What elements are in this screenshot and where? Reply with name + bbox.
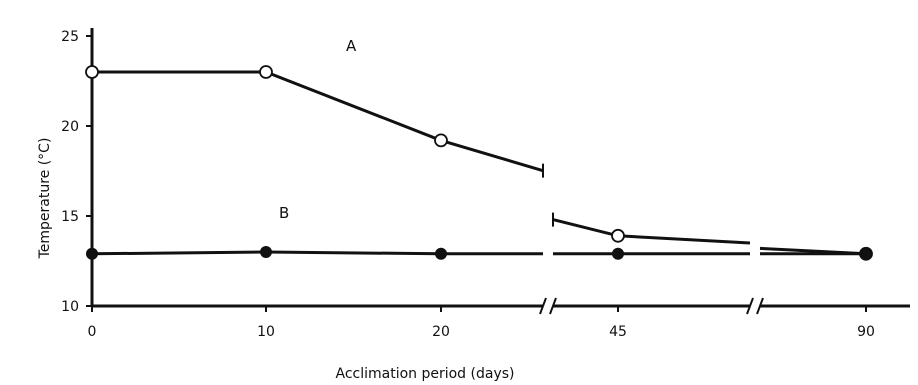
- x-tick-label: 0: [88, 324, 97, 340]
- x-tick-label: 20: [432, 324, 450, 340]
- series-a: [85, 65, 873, 261]
- series-b-point: [260, 246, 272, 258]
- series-a-label: A: [346, 37, 357, 55]
- series-b-point: [612, 247, 624, 260]
- x-axis-break-mark: [756, 297, 764, 315]
- series-b-line: [91, 250, 543, 256]
- y-tick-label: 10: [61, 299, 79, 315]
- series-a-point: [434, 133, 448, 148]
- series-b-label: B: [279, 204, 289, 222]
- y-tick-label: 15: [61, 209, 79, 225]
- series-a-point: [611, 228, 625, 243]
- y-tick-label: 25: [61, 29, 79, 45]
- x-tick-label: 90: [857, 324, 875, 340]
- tick-labels: 10 15 20 25 0 10 20 45 90: [61, 29, 875, 340]
- series-b-point: [86, 247, 98, 260]
- x-axis-break-mark: [746, 297, 754, 315]
- x-tick-label: 45: [609, 324, 627, 340]
- x-axis-label: Acclimation period (days): [335, 366, 514, 382]
- series-a-line: [552, 218, 751, 245]
- series-a-point: [85, 65, 99, 79]
- x-axis-break-mark: [549, 297, 557, 315]
- y-tick-label: 20: [61, 119, 79, 135]
- series-a-line: [92, 70, 544, 173]
- x-tick-label: 10: [257, 324, 275, 340]
- series-b-point: [435, 247, 447, 260]
- series-b-point: [860, 247, 872, 260]
- y-axis-label: Temperature (°C): [37, 138, 53, 260]
- series-a-point: [259, 65, 273, 79]
- x-axis-break-mark: [539, 297, 547, 315]
- series-b: [86, 246, 872, 260]
